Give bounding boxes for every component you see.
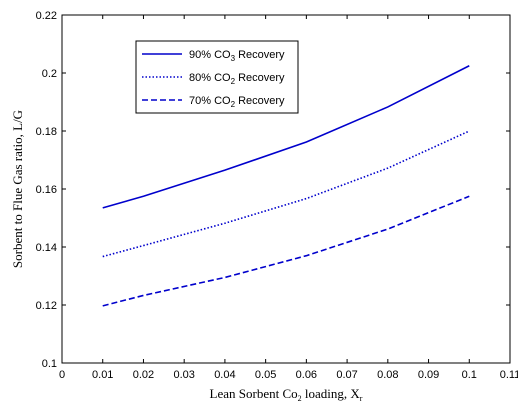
- x-tick-label: 0.1: [462, 369, 477, 381]
- ticks: 0 0.01 0.02 0.03 0.04 0.05 0.06 0.07 0.08 0.09 0.1…: [36, 10, 518, 381]
- y-tick-label: 0.14: [36, 242, 57, 254]
- x-tick-label: 0.01: [92, 369, 113, 381]
- y-tick-label: 0.16: [36, 184, 57, 196]
- series-line-1: [102, 65, 470, 209]
- y-axis-title: Sorbent to Flue Gas ratio, L/G: [10, 110, 25, 268]
- x-tick-label: 0.04: [214, 369, 235, 381]
- x-tick-label: 0.06: [296, 369, 317, 381]
- x-tick-label: 0.09: [418, 369, 439, 381]
- legend-item-90: 90% CO3 Recovery: [189, 49, 285, 63]
- x-tick-label: 0.02: [133, 369, 154, 381]
- y-tick-label: 0.22: [36, 10, 57, 22]
- y-tick-label: 0.18: [36, 126, 57, 138]
- y-tick-label: 0.2: [42, 68, 57, 80]
- y-tick-label: 0.12: [36, 300, 57, 312]
- series-layer: [102, 65, 470, 307]
- x-tick-label: 0.03: [173, 369, 194, 381]
- series-line-3: [102, 195, 470, 307]
- legend-item-80: 80% CO2 Recovery: [189, 72, 285, 86]
- legend-item-70: 70% CO2 Recovery: [189, 95, 285, 109]
- x-axis-title: Lean Sorbent Co2 loading, Xr: [210, 386, 363, 403]
- legend: 90% CO3 Recovery 80% CO2 Recovery 70% CO…: [135, 40, 299, 114]
- x-tick-label: 0.05: [255, 369, 276, 381]
- x-tick-label: 0.08: [377, 369, 398, 381]
- y-tick-label: 0.1: [42, 358, 57, 370]
- x-tick-label: 0: [59, 369, 65, 381]
- x-tick-label: 0.07: [336, 369, 357, 381]
- series-line-2: [102, 130, 470, 258]
- x-tick-label: 0.11: [500, 369, 518, 381]
